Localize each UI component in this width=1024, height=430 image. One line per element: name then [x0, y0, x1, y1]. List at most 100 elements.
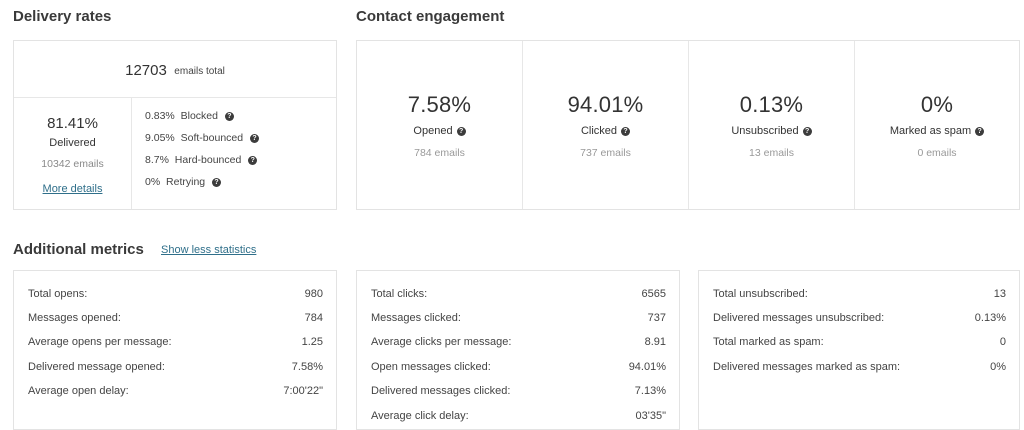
metric-value: 94.01%	[628, 361, 666, 373]
hard-bounced-row: 8.7% Hard-bounced ?	[145, 154, 258, 166]
metric-row: Messages clicked: 737	[371, 312, 666, 326]
spam-count: 0 emails	[917, 147, 957, 159]
metric-label: Total unsubscribed:	[713, 288, 808, 300]
help-icon[interactable]: ?	[456, 127, 466, 136]
metric-value: 737	[647, 312, 666, 324]
engagement-unsubscribed: 0.13% Unsubscribed? 13 emails	[689, 41, 855, 209]
unsubscribed-percentage: 0.13%	[739, 92, 804, 117]
metric-value: 7.58%	[291, 361, 323, 373]
metric-label: Average opens per message:	[28, 336, 172, 348]
metric-row: Average click delay: 03'35"	[371, 410, 666, 424]
retrying-pct: 0%	[145, 176, 161, 188]
metric-row: Average open delay: 7:00'22"	[28, 385, 323, 399]
blocked-label: Blocked	[180, 110, 218, 122]
emails-total-number: 12703	[125, 62, 167, 79]
metric-value: 0%	[990, 361, 1006, 373]
metric-label: Total opens:	[28, 288, 88, 300]
metric-label: Total clicks:	[371, 288, 428, 300]
blocked-pct: 0.83%	[145, 110, 175, 122]
metric-label: Delivered messages clicked:	[371, 385, 511, 397]
hard-bounced-pct: 8.7%	[145, 154, 169, 166]
metric-value: 1.25	[301, 336, 323, 348]
delivered-label: Delivered	[49, 137, 96, 149]
unsubscribed-label: Unsubscribed	[731, 125, 799, 137]
metric-value: 6565	[641, 288, 666, 300]
metric-row: Messages opened: 784	[28, 312, 323, 326]
clicked-label: Clicked	[580, 125, 618, 137]
delivery-rates-title: Delivery rates	[13, 8, 112, 25]
help-icon[interactable]: ?	[802, 127, 812, 136]
metric-label: Average clicks per message:	[371, 336, 512, 348]
metric-row: Average clicks per message: 8.91	[371, 336, 666, 350]
metric-value: 13	[993, 288, 1006, 300]
metric-label: Total marked as spam:	[713, 336, 824, 348]
clicked-percentage: 94.01%	[567, 92, 644, 117]
unsubscribe-metrics-card: Total unsubscribed: 13 Delivered messages…	[698, 270, 1020, 430]
hard-bounced-label: Hard-bounced	[174, 154, 242, 166]
metric-value: 784	[304, 312, 323, 324]
clicked-count: 737 emails	[580, 147, 631, 159]
opened-percentage: 7.58%	[407, 92, 472, 117]
metric-label: Delivered messages unsubscribed:	[713, 312, 885, 324]
metric-value: 03'35"	[635, 410, 666, 422]
metric-value: 0.13%	[974, 312, 1006, 324]
metric-row: Total opens: 980	[28, 288, 323, 302]
emails-total-label: emails total	[174, 66, 225, 77]
metric-label: Messages opened:	[28, 312, 121, 324]
metric-value: 8.91	[644, 336, 666, 348]
contact-engagement-title: Contact engagement	[356, 8, 505, 25]
opened-count: 784 emails	[414, 147, 465, 159]
delivered-percentage: 81.41%	[47, 115, 98, 132]
metric-row: Delivered messages unsubscribed: 0.13%	[713, 312, 1006, 326]
metric-row: Total marked as spam: 0	[713, 336, 1006, 350]
unsubscribed-count: 13 emails	[749, 147, 794, 159]
unsubscribed-label-row: Unsubscribed?	[689, 125, 854, 137]
engagement-opened: 7.58% Opened? 784 emails	[357, 41, 523, 209]
metric-row: Total unsubscribed: 13	[713, 288, 1006, 302]
metric-value: 0	[999, 336, 1006, 348]
clicks-metrics-card: Total clicks: 6565 Messages clicked: 737 A…	[356, 270, 680, 430]
metric-label: Delivered messages marked as spam:	[713, 361, 901, 373]
metric-value: 7:00'22"	[283, 385, 323, 397]
additional-metrics-title: Additional metrics	[13, 241, 144, 258]
delivered-count: 10342 emails	[41, 158, 104, 170]
spam-label: Marked as spam	[889, 125, 972, 137]
spam-percentage: 0%	[920, 92, 954, 117]
metric-row: Delivered messages clicked: 7.13%	[371, 385, 666, 399]
metric-value: 980	[304, 288, 323, 300]
delivered-section: 81.41% Delivered 10342 emails More detai…	[14, 97, 132, 209]
help-icon[interactable]: ?	[248, 156, 258, 165]
engagement-clicked: 94.01% Clicked? 737 emails	[523, 41, 689, 209]
opens-metrics-card: Total opens: 980 Messages opened: 784 Aver…	[13, 270, 337, 430]
engagement-spam: 0% Marked as spam? 0 emails	[855, 41, 1019, 209]
soft-bounced-label: Soft-bounced	[180, 132, 244, 144]
metric-row: Open messages clicked: 94.01%	[371, 361, 666, 375]
emails-total-section: 12703 emails total	[14, 41, 336, 98]
metric-row: Delivered message opened: 7.58%	[28, 361, 323, 375]
contact-engagement-card: 7.58% Opened? 784 emails 94.01% Clicked?…	[356, 40, 1020, 210]
opened-label-row: Opened?	[357, 125, 522, 137]
metric-value: 7.13%	[634, 385, 666, 397]
show-less-statistics-link[interactable]: Show less statistics	[161, 244, 257, 256]
help-icon[interactable]: ?	[224, 112, 234, 121]
help-icon[interactable]: ?	[975, 127, 985, 136]
retrying-row: 0% Retrying ?	[145, 176, 222, 188]
help-icon[interactable]: ?	[212, 178, 222, 187]
metric-label: Open messages clicked:	[371, 361, 491, 373]
soft-bounced-pct: 9.05%	[145, 132, 175, 144]
metric-label: Average open delay:	[28, 385, 129, 397]
clicked-label-row: Clicked?	[523, 125, 688, 137]
soft-bounced-row: 9.05% Soft-bounced ?	[145, 132, 260, 144]
metric-label: Messages clicked:	[371, 312, 461, 324]
spam-label-row: Marked as spam?	[855, 125, 1019, 137]
metric-label: Average click delay:	[371, 410, 469, 422]
metric-row: Average opens per message: 1.25	[28, 336, 323, 350]
opened-label: Opened	[413, 125, 453, 137]
delivery-rates-card: 12703 emails total 81.41% Delivered 1034…	[13, 40, 337, 210]
retrying-label: Retrying	[166, 176, 206, 188]
delivery-breakdown: 0.83% Blocked ? 9.05% Soft-bounced ? 8.7…	[132, 97, 336, 209]
more-details-link[interactable]: More details	[42, 183, 103, 195]
help-icon[interactable]: ?	[621, 127, 631, 136]
help-icon[interactable]: ?	[250, 134, 260, 143]
blocked-row: 0.83% Blocked ?	[145, 110, 234, 122]
